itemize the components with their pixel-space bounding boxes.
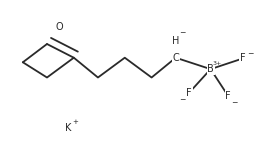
Text: 3+: 3+ [213, 61, 222, 66]
Text: −: − [231, 98, 238, 107]
Text: F: F [225, 91, 231, 101]
Text: −: − [247, 49, 253, 58]
Text: C: C [172, 53, 179, 63]
Text: −: − [179, 28, 186, 37]
Text: −: − [179, 95, 186, 104]
Text: B: B [207, 64, 214, 74]
Text: H: H [172, 36, 179, 46]
Text: F: F [186, 88, 192, 98]
Text: +: + [72, 119, 78, 125]
Text: K: K [65, 123, 72, 133]
Text: F: F [240, 53, 246, 63]
Text: O: O [55, 22, 63, 31]
